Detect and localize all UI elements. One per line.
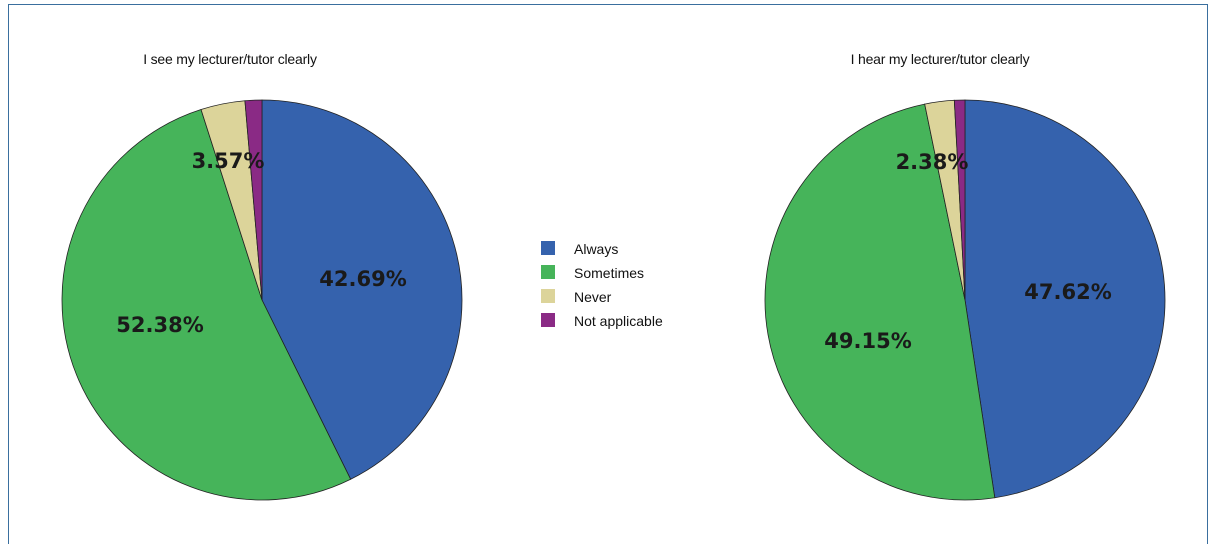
legend-swatch-always [541,241,555,255]
chart-title-right: I hear my lecturer/tutor clearly [851,51,1030,67]
legend-label-never: Never [574,289,612,305]
pie-label-never: 2.38% [896,150,969,174]
pie-slice-not-applicable [244,99,263,301]
pie-label-sometimes: 52.38% [116,313,203,337]
pie-charts: I see my lecturer/tutor clearly I hear m… [61,51,1166,501]
legend-swatch-never [541,289,555,303]
pie-right: 47.62% 49.15% 2.38% [764,99,1166,501]
pie-label-always: 42.69% [319,267,406,291]
legend-label-always: Always [574,241,618,257]
chart-title-left: I see my lecturer/tutor clearly [143,51,317,67]
pie-label-always: 47.62% [1024,280,1111,304]
legend-swatch-sometimes [541,265,555,279]
pie-slice-sometimes [61,109,352,501]
legend-label-not-applicable: Not applicable [574,313,663,329]
pie-left: 42.69% 52.38% 3.57% [61,99,463,501]
pie-label-never: 3.57% [192,149,265,173]
pie-label-sometimes: 49.15% [824,329,911,353]
chart-frame [8,4,1208,544]
legend-swatch-not-applicable [541,313,555,327]
pie-slice-always [964,99,1166,499]
pie-slice-not-applicable [953,99,966,301]
pie-slice-always [261,99,463,480]
pie-slice-sometimes [764,103,996,501]
legend-label-sometimes: Sometimes [574,265,644,281]
legend: Always Sometimes Never Not applicable [541,241,663,329]
